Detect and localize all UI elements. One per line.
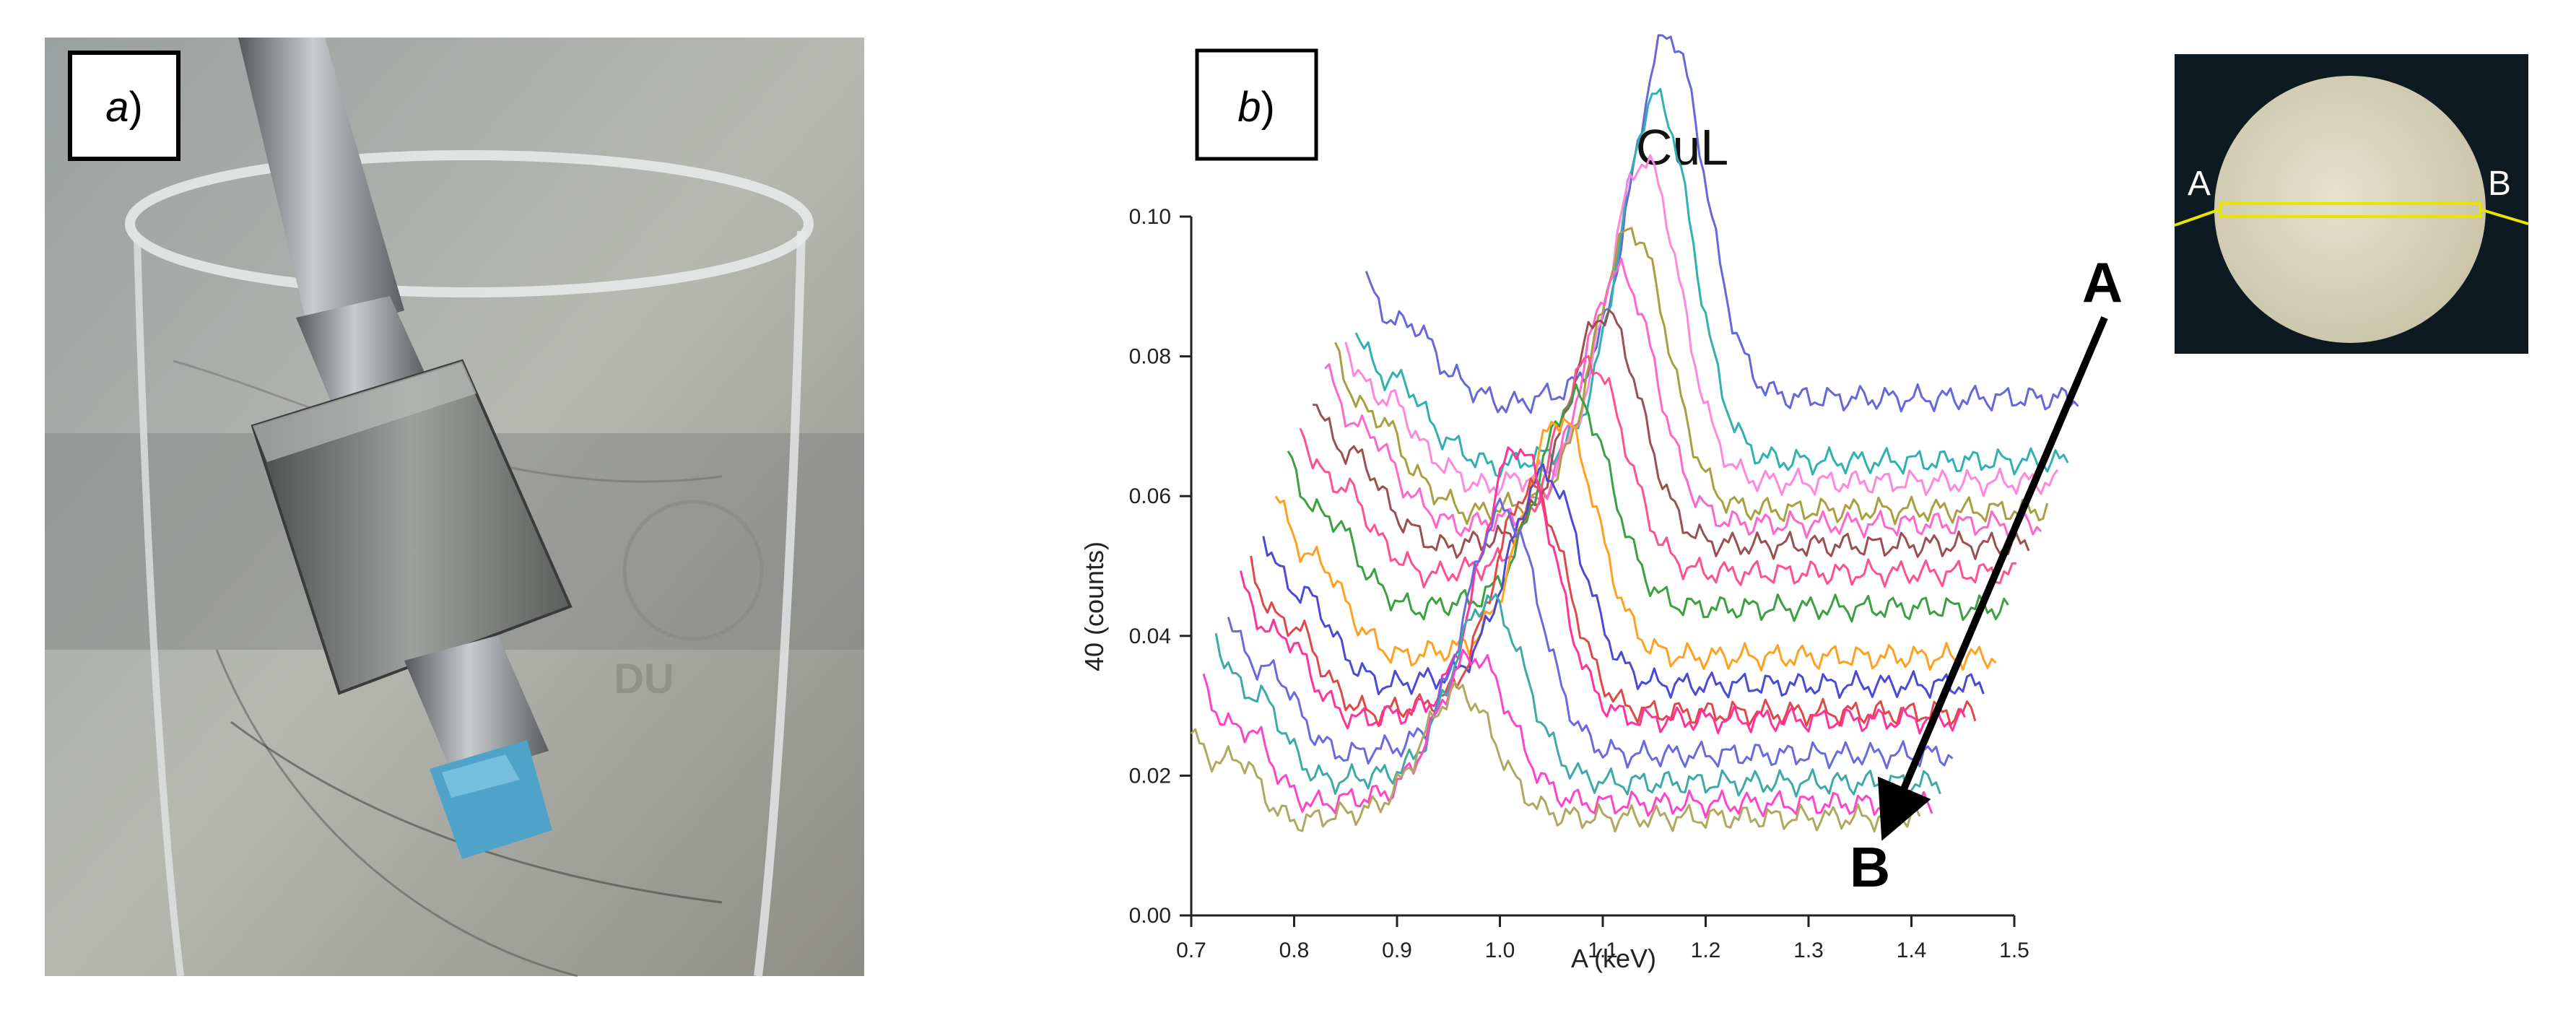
y-tick-label: 0.06 — [1129, 484, 1171, 508]
spectrum-line-3 — [1214, 593, 1941, 798]
arrow-line — [1877, 316, 2108, 841]
scan-arrow: A B — [1850, 251, 2123, 899]
panel-a-label-box — [68, 51, 180, 161]
spectrum-line-14 — [1344, 154, 2059, 497]
inset-label-a: A — [2188, 165, 2211, 203]
x-tick-label: 1.3 — [1793, 939, 1824, 962]
electrode-holder — [238, 38, 573, 859]
spectrum-line-6 — [1250, 477, 1977, 727]
panel-b-label: b) — [1237, 84, 1275, 131]
x-tick-label: 0.8 — [1279, 939, 1310, 962]
sample-disc — [2214, 76, 2486, 343]
spectrum-line-12 — [1324, 257, 2042, 539]
y-ticks: 0.00 0.02 0.04 0.06 0.08 0.10 — [1129, 205, 1191, 928]
y-tick-label: 0.00 — [1129, 904, 1171, 928]
spectrum-line-15 — [1354, 87, 2069, 478]
series-lines — [1190, 34, 2079, 833]
beaker-logo — [622, 500, 764, 641]
panel-b: b) CuL 0.000.020.040.060.080.10 0.7 0.8 0.… — [1079, 34, 2529, 973]
panel-a-label: a) — [105, 84, 143, 131]
shaft — [404, 635, 549, 780]
y-tick-label: 0.02 — [1129, 764, 1171, 788]
spectrum-line-9 — [1287, 383, 2009, 623]
y-tick-label: 0.10 — [1129, 205, 1171, 229]
y-tick-label: 0.08 — [1129, 345, 1171, 369]
spectrum-line-B — [1190, 681, 1921, 833]
beaker-text: DU — [614, 656, 674, 702]
x-tick-label: 0.9 — [1382, 939, 1412, 962]
spectrum-line-A — [1365, 34, 2079, 414]
x-tick-label: 1.4 — [1897, 939, 1927, 962]
y-tick-label: 0.04 — [1129, 624, 1171, 648]
spectrum-line-8 — [1274, 417, 1997, 672]
spectrum-line-13 — [1334, 227, 2049, 526]
spectrum-line-11 — [1313, 309, 2030, 560]
x-tick-label: 1.0 — [1485, 939, 1515, 962]
x-tick-label: 1.5 — [1999, 939, 2029, 962]
scan-line-right — [2479, 208, 2529, 225]
sample-inset: A B — [2174, 54, 2529, 354]
spectrum-line-7 — [1262, 463, 1985, 700]
scan-box — [2219, 202, 2481, 218]
panel-b-label-box — [1195, 48, 1318, 161]
spectra-plot: 0.00 0.02 0.04 0.06 0.08 0.10 0.7 0.8 0.9 1.0 1.1… — [1079, 34, 2079, 973]
x-tick-label: 0.7 — [1176, 939, 1206, 962]
spectrum-line-10 — [1299, 354, 2016, 588]
arrow-start-label: A — [2082, 251, 2123, 314]
y-axis-label: 40 (counts) — [1079, 541, 1109, 671]
spectrum-line-5 — [1239, 446, 1966, 735]
chart-title: CuL — [1636, 119, 1728, 175]
panel-a: DU a) — [45, 38, 864, 978]
spectrum-line-4 — [1227, 497, 1954, 770]
scan-line-left — [2174, 208, 2221, 227]
x-ticks: 0.7 0.8 0.9 1.0 1.1 1.2 1.3 1.4 1.5 — [1176, 915, 2029, 962]
x-tick-label: 1.2 — [1691, 939, 1721, 962]
x-axis-label: A (keV) — [1571, 944, 1656, 973]
beaker: DU — [125, 150, 814, 978]
inset-label-b: B — [2488, 165, 2511, 203]
hex-nut — [251, 359, 573, 695]
spectrum-line-2 — [1202, 648, 1933, 819]
arrow-end-label: B — [1850, 835, 1890, 899]
x-tick-label: 1.1 — [1588, 939, 1618, 962]
